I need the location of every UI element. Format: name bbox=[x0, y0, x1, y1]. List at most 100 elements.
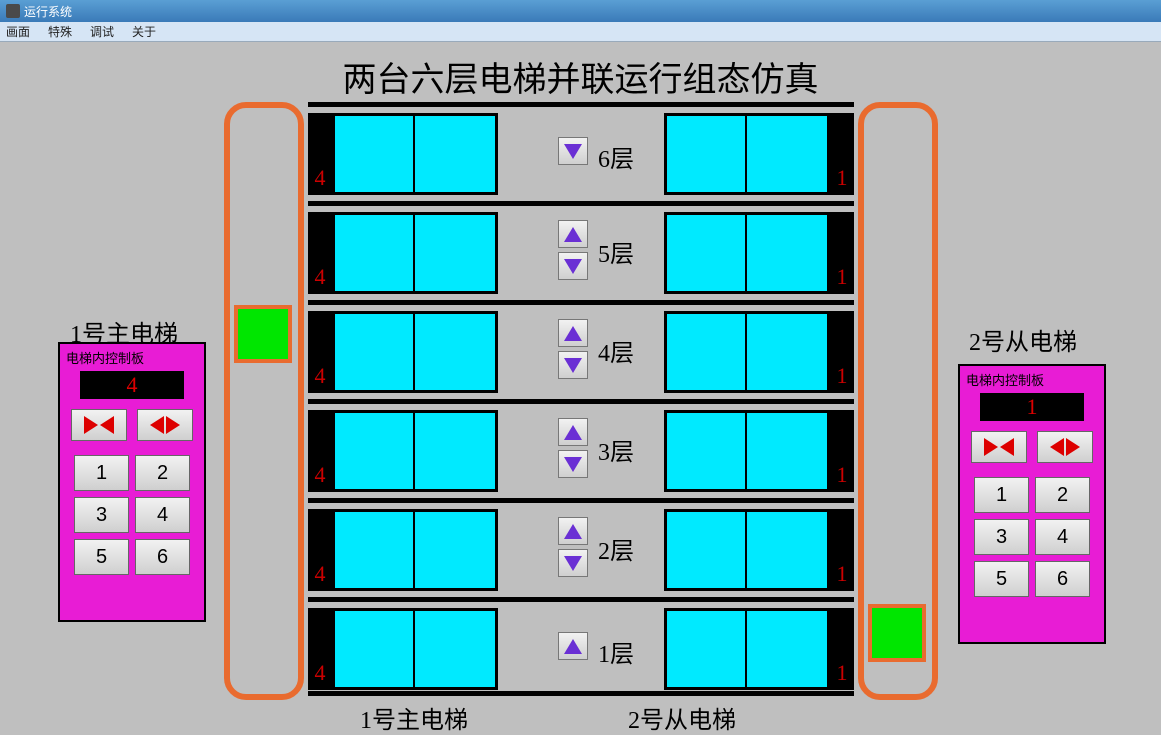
menu-about[interactable]: 关于 bbox=[132, 23, 156, 40]
door-leaf bbox=[747, 413, 827, 489]
panel1-floor-button-3[interactable]: 3 bbox=[74, 497, 129, 533]
hall-call-up-button[interactable] bbox=[558, 632, 588, 660]
arrow-left-icon bbox=[1000, 438, 1014, 456]
panel2-floor-button-4[interactable]: 4 bbox=[1035, 519, 1090, 555]
floor-row: 415层 bbox=[308, 201, 854, 300]
triangle-up-icon bbox=[564, 425, 582, 440]
hall-call-down-button[interactable] bbox=[558, 137, 588, 165]
elevator1-door-group: 4 bbox=[308, 608, 498, 690]
panel1-floor-button-6[interactable]: 6 bbox=[135, 539, 190, 575]
floor-row: 4 13层 bbox=[308, 399, 854, 498]
elevator2-doors bbox=[664, 410, 830, 492]
hall-call-up-button[interactable] bbox=[558, 517, 588, 545]
bottom-label-2: 2号从电梯 bbox=[628, 700, 736, 735]
triangle-up-icon bbox=[564, 524, 582, 539]
menu-special[interactable]: 特殊 bbox=[48, 23, 72, 40]
elevator1-doors bbox=[332, 113, 498, 195]
panel1-floor-button-5[interactable]: 5 bbox=[74, 539, 129, 575]
panel2-floor-button-1[interactable]: 1 bbox=[974, 477, 1029, 513]
control-panel-2: 电梯内控制板 1 123456 bbox=[958, 364, 1106, 644]
panel2-floor-button-6[interactable]: 6 bbox=[1035, 561, 1090, 597]
control-panel-1: 电梯内控制板 4 123456 bbox=[58, 342, 206, 622]
floor-row: 412层 bbox=[308, 498, 854, 597]
door-leaf bbox=[667, 215, 747, 291]
hall-call-buttons bbox=[558, 632, 590, 660]
arrow-right-icon bbox=[1066, 438, 1080, 456]
arrow-right-icon bbox=[984, 438, 998, 456]
door-leaf bbox=[335, 314, 415, 390]
elevator1-doors bbox=[332, 410, 498, 492]
arrow-left-icon bbox=[100, 416, 114, 434]
door-leaf bbox=[415, 314, 495, 390]
hall-call-up-button[interactable] bbox=[558, 418, 588, 446]
hall-call-down-button[interactable] bbox=[558, 252, 588, 280]
elevator2-floor-indicator: 1 bbox=[830, 212, 854, 294]
panel1-display: 4 bbox=[80, 371, 184, 399]
window-titlebar: 运行系统 bbox=[0, 0, 1161, 22]
door-leaf bbox=[667, 413, 747, 489]
elevator1-floor-indicator: 4 bbox=[308, 608, 332, 690]
counterweight-2 bbox=[868, 604, 926, 662]
panel2-display: 1 bbox=[980, 393, 1084, 421]
elevator2-door-group: 1 bbox=[664, 410, 854, 492]
arrow-left-icon bbox=[150, 416, 164, 434]
door-leaf bbox=[667, 314, 747, 390]
triangle-up-icon bbox=[564, 639, 582, 654]
elevator2-floor-indicator: 1 bbox=[830, 608, 854, 690]
arrow-right-icon bbox=[166, 416, 180, 434]
floor-label: 4层 bbox=[598, 333, 658, 368]
elevator1-doors bbox=[332, 608, 498, 690]
menubar: 画面 特殊 调试 关于 bbox=[0, 22, 1161, 42]
door-leaf bbox=[747, 215, 827, 291]
elevator2-door-group: 1 bbox=[664, 608, 854, 690]
arrow-left-icon bbox=[1050, 438, 1064, 456]
bottom-label-1: 1号主电梯 bbox=[360, 700, 468, 735]
elevator1-door-group: 4 bbox=[308, 113, 498, 195]
elevator1-floor-indicator: 4 bbox=[308, 509, 332, 591]
door-leaf bbox=[747, 116, 827, 192]
elevator2-door-group: 1 bbox=[664, 113, 854, 195]
door-leaf bbox=[415, 215, 495, 291]
elevator2-doors bbox=[664, 311, 830, 393]
door-leaf bbox=[415, 512, 495, 588]
elevator2-doors bbox=[664, 608, 830, 690]
panel1-door-close-button[interactable] bbox=[71, 409, 127, 441]
panel2-door-open-button[interactable] bbox=[1037, 431, 1093, 463]
menu-view[interactable]: 画面 bbox=[6, 23, 30, 40]
elevator2-floor-indicator: 1 bbox=[830, 311, 854, 393]
hall-call-down-button[interactable] bbox=[558, 351, 588, 379]
door-leaf bbox=[415, 611, 495, 687]
panel2-door-close-button[interactable] bbox=[971, 431, 1027, 463]
elevator2-doors bbox=[664, 509, 830, 591]
elevator2-doors bbox=[664, 113, 830, 195]
hall-call-buttons bbox=[558, 418, 590, 478]
elevator1-door-group: 4 bbox=[308, 311, 498, 393]
counterweight-1 bbox=[234, 305, 292, 363]
elevator2-floor-indicator: 1 bbox=[830, 113, 854, 195]
door-leaf bbox=[335, 116, 415, 192]
elevator2-doors bbox=[664, 212, 830, 294]
panel2-floor-button-5[interactable]: 5 bbox=[974, 561, 1029, 597]
elevator2-door-group: 1 bbox=[664, 311, 854, 393]
floor-label: 3层 bbox=[598, 432, 658, 467]
door-leaf bbox=[667, 116, 747, 192]
panel1-floor-button-4[interactable]: 4 bbox=[135, 497, 190, 533]
triangle-down-icon bbox=[564, 144, 582, 159]
elevator2-door-group: 1 bbox=[664, 212, 854, 294]
panel2-floor-button-3[interactable]: 3 bbox=[974, 519, 1029, 555]
floor-label: 6层 bbox=[598, 139, 658, 174]
triangle-up-icon bbox=[564, 227, 582, 242]
hall-call-down-button[interactable] bbox=[558, 450, 588, 478]
elevator1-door-group: 4 bbox=[308, 410, 498, 492]
elevator1-floor-indicator: 4 bbox=[308, 311, 332, 393]
panel1-title: 电梯内控制板 bbox=[60, 344, 204, 371]
panel1-door-open-button[interactable] bbox=[137, 409, 193, 441]
panel1-floor-button-1[interactable]: 1 bbox=[74, 455, 129, 491]
hall-call-up-button[interactable] bbox=[558, 319, 588, 347]
panel2-floor-button-2[interactable]: 2 bbox=[1035, 477, 1090, 513]
panel1-floor-button-2[interactable]: 2 bbox=[135, 455, 190, 491]
hall-call-down-button[interactable] bbox=[558, 549, 588, 577]
menu-debug[interactable]: 调试 bbox=[90, 23, 114, 40]
hall-call-up-button[interactable] bbox=[558, 220, 588, 248]
hall-call-buttons bbox=[558, 319, 590, 379]
